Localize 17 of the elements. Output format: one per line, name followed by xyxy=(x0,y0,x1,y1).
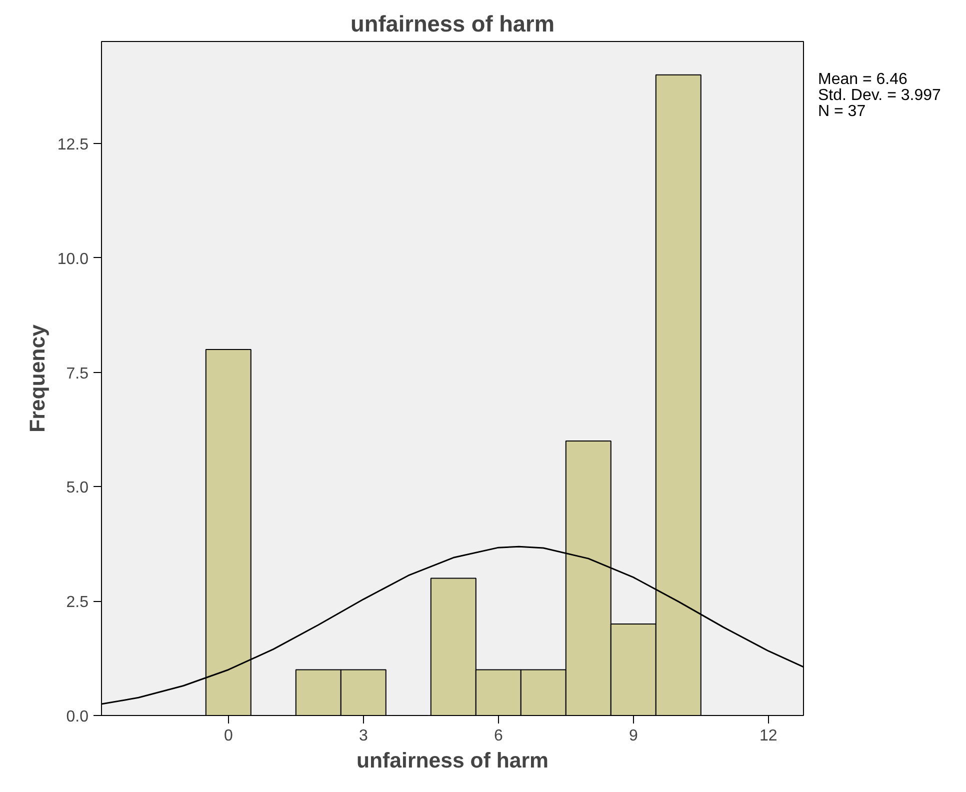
y-tick-label: 10.0 xyxy=(57,250,89,268)
y-tick-label: 0.0 xyxy=(66,708,89,726)
x-tick-label: 0 xyxy=(224,728,233,744)
x-tick-label: 3 xyxy=(358,728,368,744)
y-tick-label: 12.5 xyxy=(57,136,89,154)
x-tick-label: 6 xyxy=(494,728,503,744)
y-tick-label: 5.0 xyxy=(66,480,89,497)
text: Mean = 6.46 xyxy=(818,71,908,88)
x-axis-title: unfairness of harm xyxy=(356,748,549,772)
y-tick-label: 2.5 xyxy=(66,594,89,612)
y-tick-label: 7.5 xyxy=(66,365,89,382)
y-axis-title: Frequency xyxy=(25,324,50,432)
text: N = 37 xyxy=(818,103,866,120)
x-tick-label: 12 xyxy=(760,728,778,744)
text: Std. Dev. = 3.997 xyxy=(818,87,941,104)
x-tick-label: 9 xyxy=(628,728,638,744)
chart-title: unfairness of harm xyxy=(350,10,554,36)
